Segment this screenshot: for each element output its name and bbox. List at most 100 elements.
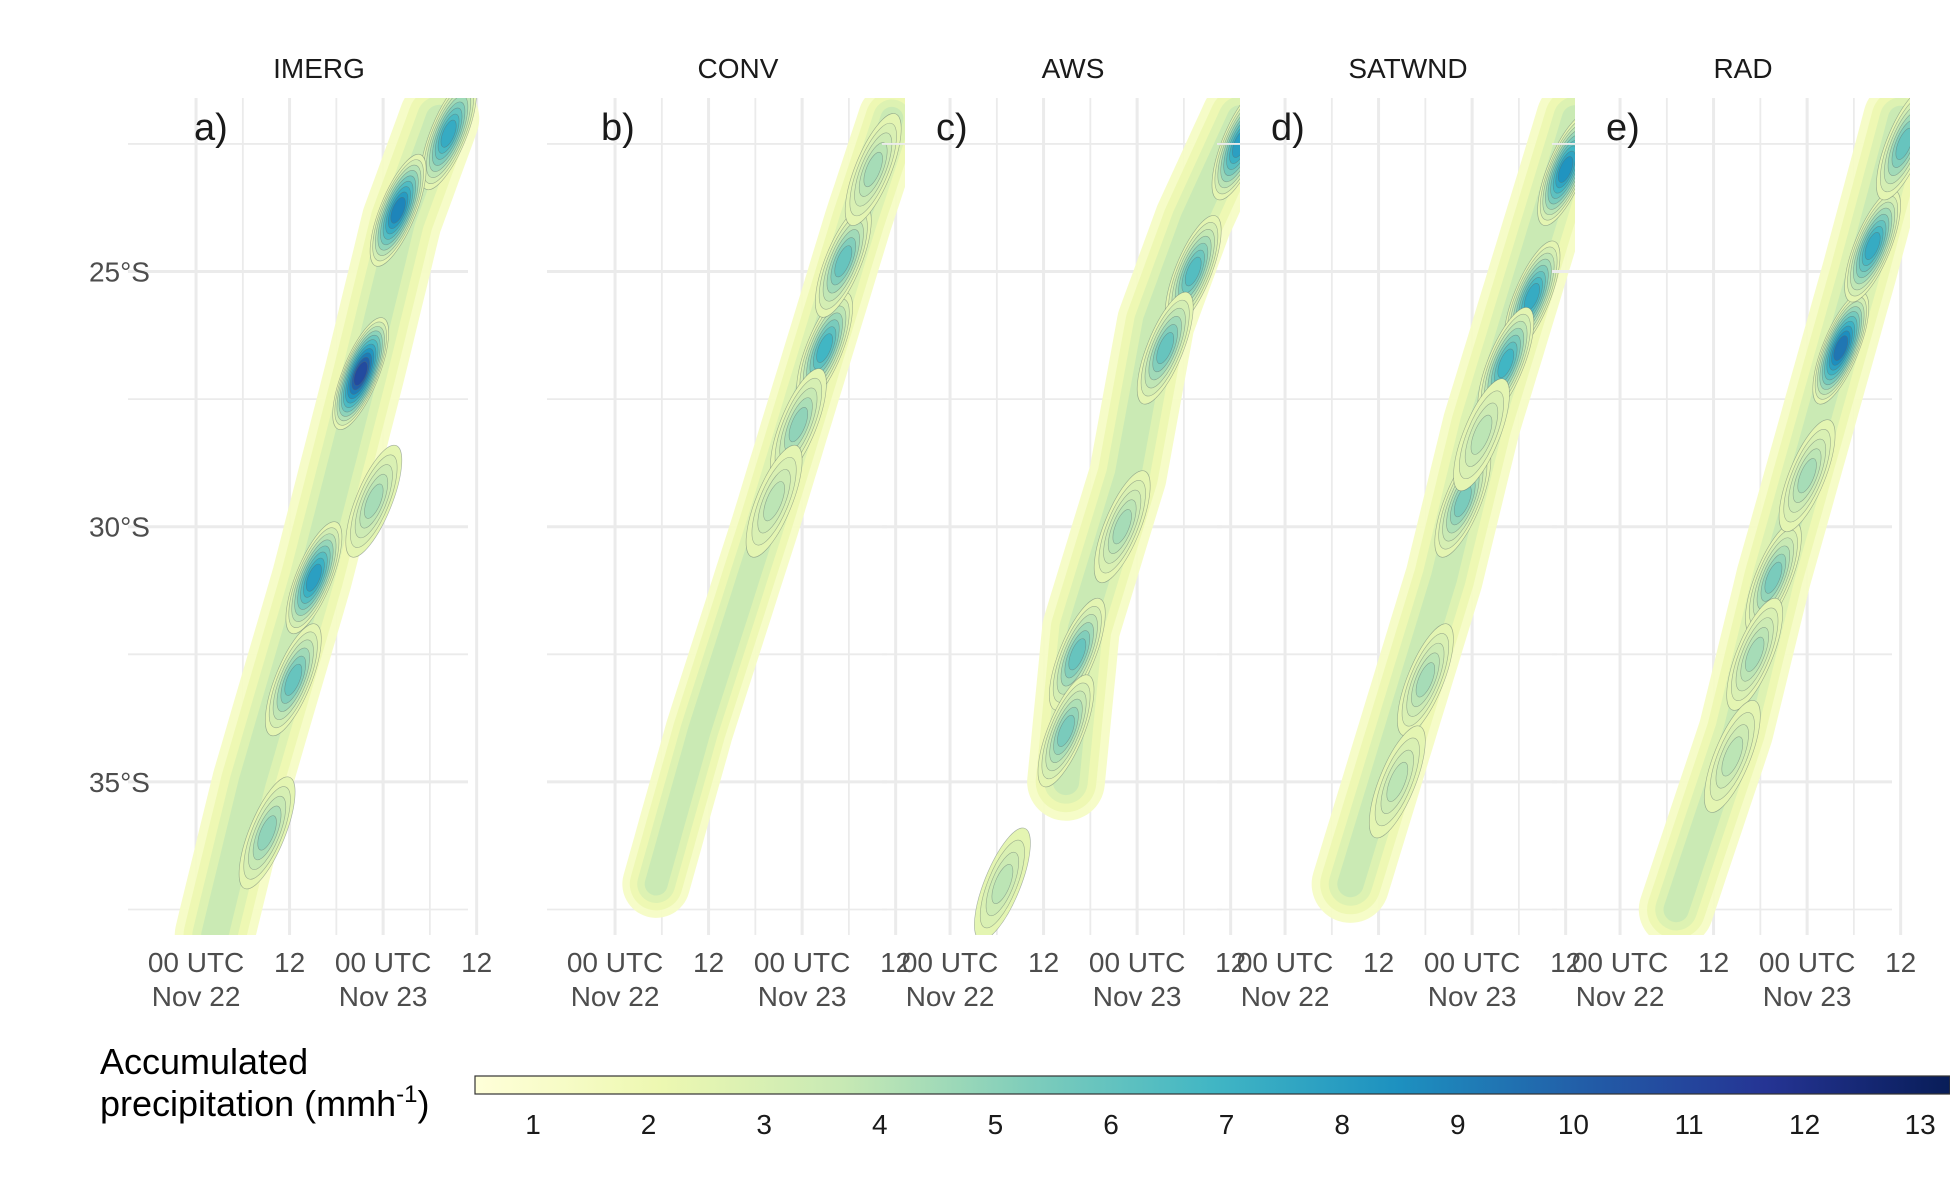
panel-tag: b) <box>601 107 635 149</box>
precip-field <box>1311 98 1575 923</box>
precip-core-3 <box>1068 638 1087 671</box>
precip-core-1 <box>834 245 853 278</box>
precip-core-1 <box>1864 232 1881 260</box>
panel-tag: e) <box>1606 107 1640 149</box>
precip-core-5 <box>1797 458 1817 494</box>
x-tick-label: 12 <box>1885 947 1916 978</box>
y-axis: 25°S 30°S 35°S <box>89 257 150 798</box>
precip-core-6 <box>1721 736 1744 777</box>
precip-core-1 <box>1184 256 1202 287</box>
precip-core-4 <box>1057 714 1075 747</box>
precip-core-0 <box>816 333 833 363</box>
x-tick-sublabel: Nov 22 <box>906 981 995 1012</box>
x-tick-label: 12 <box>274 947 305 978</box>
x-tick-label: 00 UTC <box>335 947 431 978</box>
x-tick-label: 12 <box>880 947 911 978</box>
legend-tick-label: 10 <box>1558 1109 1589 1140</box>
precip-core-4 <box>284 663 303 696</box>
x-tick-label: 00 UTC <box>1572 947 1668 978</box>
x-tick-sublabel: Nov 23 <box>1763 981 1852 1012</box>
x-tick-label: 12 <box>1698 947 1729 978</box>
x-tick-sublabel: Nov 23 <box>758 981 847 1012</box>
legend-tick-label: 2 <box>641 1109 657 1140</box>
y-tick-label: 35°S <box>89 767 150 798</box>
precip-core-6 <box>364 483 384 519</box>
panel-tag: a) <box>194 107 228 149</box>
x-tick-label: 12 <box>1550 947 1581 978</box>
x-tick-label: 00 UTC <box>1759 947 1855 978</box>
x-tick-sublabel: Nov 23 <box>1093 981 1182 1012</box>
precip-core-4 <box>863 151 883 188</box>
panel-tag: d) <box>1271 107 1305 149</box>
panel-title: AWS <box>1042 53 1105 84</box>
precip-field <box>622 98 905 918</box>
x-tick-label: 12 <box>1028 947 1059 978</box>
legend-tick-label: 13 <box>1905 1109 1936 1140</box>
x-tick-sublabel: Nov 22 <box>1241 981 1330 1012</box>
x-tick-sublabel: Nov 23 <box>339 981 428 1012</box>
legend-tick-label: 1 <box>525 1109 541 1140</box>
x-tick-label: 00 UTC <box>1424 947 1520 978</box>
panel-tag: c) <box>936 107 968 149</box>
legend-title-line2: precipitation (mmh-1) <box>100 1081 429 1124</box>
precip-field <box>174 98 480 935</box>
panel-title: CONV <box>698 53 779 84</box>
x-tick-sublabel: Nov 22 <box>571 981 660 1012</box>
precip-core-3 <box>305 563 322 592</box>
precip-core-0 <box>1557 156 1574 183</box>
precip-core-1 <box>390 197 406 224</box>
x-tick-label: 12 <box>461 947 492 978</box>
legend-tick-label: 5 <box>988 1109 1004 1140</box>
precip-core-0 <box>440 119 457 148</box>
precip-field <box>1638 98 1910 935</box>
x-tick-label: 00 UTC <box>754 947 850 978</box>
x-tick-label: 00 UTC <box>1237 947 1333 978</box>
legend-tick-label: 7 <box>1219 1109 1235 1140</box>
x-tick-label: 12 <box>693 947 724 978</box>
x-tick-label: 00 UTC <box>902 947 998 978</box>
x-tick-label: 00 UTC <box>148 947 244 978</box>
precip-core-6 <box>991 864 1014 904</box>
precip-core-5 <box>1112 509 1132 545</box>
legend-tick-label: 6 <box>1103 1109 1119 1140</box>
precip-core-2 <box>1156 332 1175 365</box>
legend-tick-label: 11 <box>1674 1109 1703 1140</box>
y-tick-label: 30°S <box>89 512 150 543</box>
legend-tick-label: 3 <box>756 1109 772 1140</box>
legend-tick-label: 12 <box>1789 1109 1820 1140</box>
precip-core-2 <box>788 407 809 443</box>
precip-core-2 <box>1895 127 1910 160</box>
precip-core-6 <box>1470 414 1493 455</box>
precip-core-2 <box>1497 348 1515 379</box>
precip-core-4 <box>1745 636 1765 672</box>
panel-title: SATWND <box>1348 53 1467 84</box>
x-tick-sublabel: Nov 22 <box>152 981 241 1012</box>
legend-tick-label: 8 <box>1334 1109 1350 1140</box>
precip-core-3 <box>1764 561 1783 594</box>
legend-tick-label: 4 <box>872 1109 888 1140</box>
x-tick-sublabel: Nov 23 <box>1428 981 1517 1012</box>
y-tick-label: 25°S <box>89 257 150 288</box>
precip-core-2 <box>353 361 368 386</box>
legend-title-line1: Accumulated <box>100 1041 308 1082</box>
x-tick-label: 12 <box>1363 947 1394 978</box>
precip-core-5 <box>257 815 277 851</box>
precip-core-4 <box>1415 662 1436 698</box>
panel-title: IMERG <box>273 53 365 84</box>
panel-title: RAD <box>1713 53 1772 84</box>
precip-core-5 <box>1386 761 1409 802</box>
precip-core-3 <box>763 481 785 522</box>
x-tick-sublabel: Nov 22 <box>1576 981 1665 1012</box>
legend-tick-label: 9 <box>1450 1109 1466 1140</box>
x-tick-label: 12 <box>1215 947 1246 978</box>
x-tick-label: 00 UTC <box>567 947 663 978</box>
x-tick-label: 00 UTC <box>1089 947 1185 978</box>
legend-colorbar <box>474 1075 1950 1095</box>
